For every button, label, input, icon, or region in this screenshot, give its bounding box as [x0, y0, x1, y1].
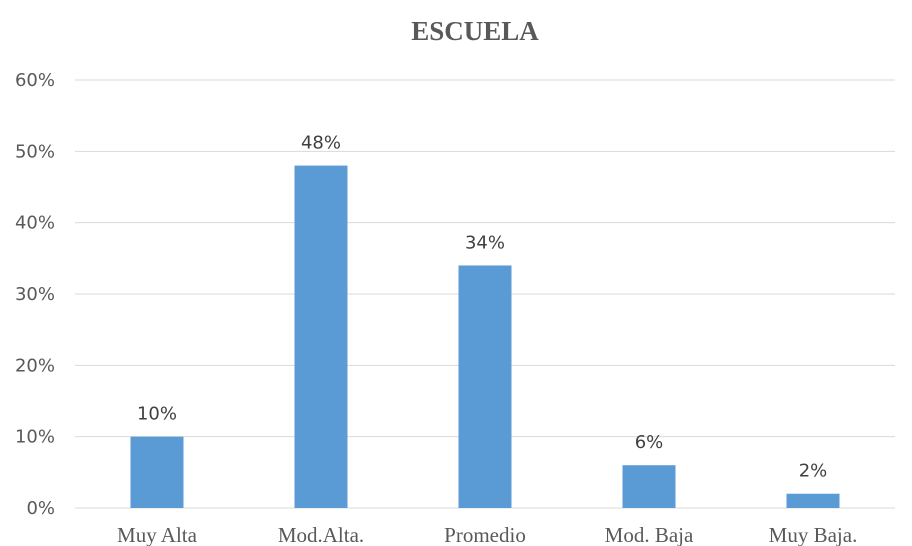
chart-title: ESCUELA — [411, 16, 539, 46]
y-tick-label: 20% — [15, 355, 55, 376]
x-tick-label: Muy Alta — [117, 523, 198, 546]
bar — [623, 465, 676, 508]
x-tick-label: Muy Baja. — [769, 523, 858, 546]
x-tick-label: Promedio — [444, 523, 526, 546]
x-axis-ticks: Muy Alta Mod.Alta. Promedio Mod. Baja Muy Ba… — [117, 523, 857, 546]
data-label: 34% — [465, 232, 505, 253]
y-tick-label: 40% — [15, 213, 55, 234]
y-tick-label: 30% — [15, 284, 55, 305]
data-label: 48% — [301, 133, 341, 154]
data-label: 6% — [635, 432, 664, 453]
bar — [459, 265, 512, 508]
bar — [131, 437, 184, 508]
data-label: 10% — [137, 404, 177, 425]
x-tick-label: Mod.Alta. — [278, 523, 364, 546]
data-label: 2% — [799, 461, 828, 482]
bars — [131, 166, 840, 508]
bar — [295, 166, 348, 508]
y-tick-label: 60% — [15, 70, 55, 91]
bar — [787, 494, 840, 508]
y-axis-ticks: 0% 10% 20% 30% 40% 50% 60% — [15, 70, 55, 519]
y-tick-label: 10% — [15, 427, 55, 448]
y-tick-label: 50% — [15, 141, 55, 162]
y-tick-label: 0% — [26, 498, 55, 519]
x-tick-label: Mod. Baja — [605, 523, 694, 546]
